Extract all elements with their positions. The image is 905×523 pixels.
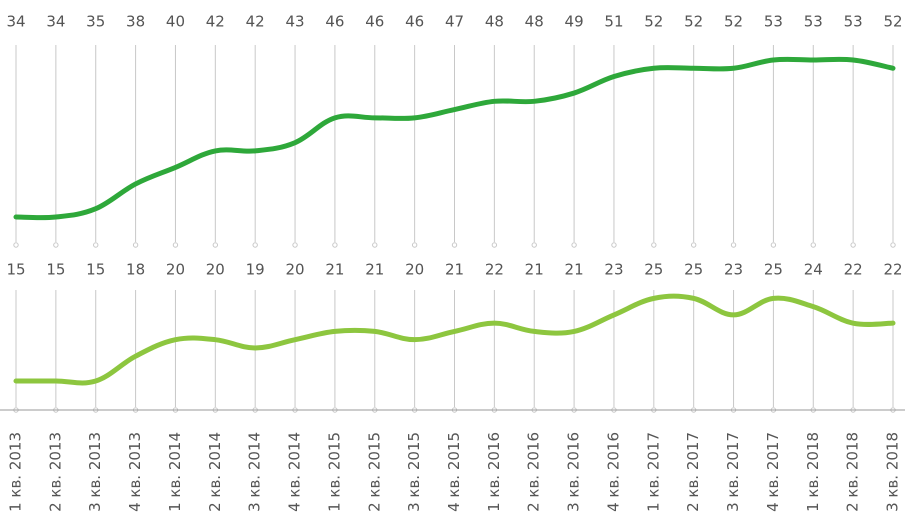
- value-label: 42: [246, 13, 265, 31]
- grid-dot: [890, 242, 896, 248]
- value-label: 46: [405, 13, 424, 31]
- value-label: 20: [285, 261, 304, 279]
- x-tick-label: 3 кв. 2014: [246, 432, 264, 512]
- value-label: 19: [246, 261, 265, 279]
- line: [13, 293, 896, 386]
- value-label: 15: [46, 261, 65, 279]
- value-label: 21: [565, 261, 584, 279]
- x-tick-label: 4 кв. 2015: [445, 432, 463, 512]
- value-label: 43: [285, 13, 304, 31]
- grid-dot: [252, 242, 258, 248]
- grid-dot: [13, 242, 19, 248]
- grid-dot: [770, 242, 777, 248]
- value-label: 18: [126, 261, 145, 279]
- x-tick-label: 3 кв. 2018: [884, 432, 902, 512]
- grid-dot: [850, 242, 856, 248]
- value-label: 20: [206, 261, 225, 279]
- value-label: 25: [764, 261, 783, 279]
- value-label: 21: [525, 261, 544, 279]
- value-label: 21: [365, 261, 384, 279]
- value-label: 22: [844, 261, 863, 279]
- value-label: 48: [485, 13, 504, 31]
- value-label: 35: [86, 13, 105, 31]
- value-label: 49: [565, 13, 584, 31]
- x-tick-label: 4 кв. 2014: [286, 432, 304, 512]
- value-label: 25: [684, 261, 703, 279]
- x-tick-label: 2 кв. 2013: [46, 432, 64, 512]
- grid-dot: [611, 242, 617, 248]
- grid-dot: [690, 242, 697, 248]
- value-label: 20: [405, 261, 424, 279]
- value-label: 52: [644, 13, 663, 31]
- value-label: 34: [6, 13, 25, 31]
- grid-dot: [332, 242, 338, 248]
- grid-dot: [372, 242, 378, 248]
- value-label: 46: [365, 13, 384, 31]
- grid-dot: [53, 242, 59, 248]
- value-label: 53: [804, 13, 823, 31]
- value-label: 48: [525, 13, 544, 31]
- value-label: 23: [604, 261, 623, 279]
- value-label: 25: [644, 261, 663, 279]
- value-label: 47: [445, 13, 464, 31]
- value-label: 24: [804, 261, 823, 279]
- x-tick-label: 2 кв. 2018: [844, 432, 862, 512]
- value-label: 38: [126, 13, 145, 31]
- x-tick-label: 2 кв. 2014: [206, 432, 224, 512]
- x-tick-label: 4 кв. 2013: [126, 432, 144, 512]
- grid-dot: [292, 242, 298, 248]
- x-tick-label: 3 кв. 2013: [86, 432, 104, 512]
- value-label: 52: [724, 13, 743, 31]
- value-label: 46: [325, 13, 344, 31]
- value-label: 53: [844, 13, 863, 31]
- value-label: 34: [46, 13, 65, 31]
- x-tick-label: 2 кв. 2016: [525, 432, 543, 512]
- x-tick-label: 3 кв. 2015: [405, 432, 423, 512]
- x-tick-label: 1 кв. 2015: [325, 432, 343, 512]
- value-label: 53: [764, 13, 783, 31]
- grid-dot: [172, 242, 179, 248]
- value-label: 22: [485, 261, 504, 279]
- grid-dot: [810, 242, 816, 248]
- x-tick-label: 3 кв. 2017: [724, 432, 742, 512]
- x-tick-label: 1 кв. 2013: [7, 432, 25, 512]
- grid-dot: [651, 242, 657, 248]
- x-tick-label: 3 кв. 2016: [565, 432, 583, 512]
- value-label: 22: [883, 261, 902, 279]
- x-tick-label: 4 кв. 2017: [764, 432, 782, 512]
- grid-dot: [212, 242, 219, 248]
- value-label: 15: [86, 261, 105, 279]
- line: [13, 56, 896, 221]
- grid-dot: [93, 242, 99, 248]
- grid-dot: [411, 242, 418, 248]
- value-label: 40: [166, 13, 185, 31]
- grid-dot: [491, 242, 498, 248]
- value-label: 21: [325, 261, 344, 279]
- grid-dot: [571, 242, 577, 248]
- grid-dot: [531, 242, 537, 248]
- value-label: 51: [604, 13, 623, 31]
- value-label: 15: [6, 261, 25, 279]
- x-tick-label: 1 кв. 2016: [485, 432, 503, 512]
- value-label: 23: [724, 261, 743, 279]
- grid-dot: [730, 242, 737, 248]
- x-tick-label: 2 кв. 2015: [365, 432, 383, 512]
- value-label: 52: [684, 13, 703, 31]
- value-label: 20: [166, 261, 185, 279]
- value-label: 21: [445, 261, 464, 279]
- x-tick-label: 1 кв. 2018: [804, 432, 822, 512]
- x-tick-label: 1 кв. 2014: [166, 432, 184, 512]
- grid-dot: [451, 242, 458, 248]
- value-label: 52: [883, 13, 902, 31]
- x-tick-label: 1 кв. 2017: [644, 432, 662, 512]
- x-tick-label: 2 кв. 2017: [684, 432, 702, 512]
- x-tick-label: 4 кв. 2016: [604, 432, 622, 512]
- grid-dot: [132, 242, 139, 248]
- value-label: 42: [206, 13, 225, 31]
